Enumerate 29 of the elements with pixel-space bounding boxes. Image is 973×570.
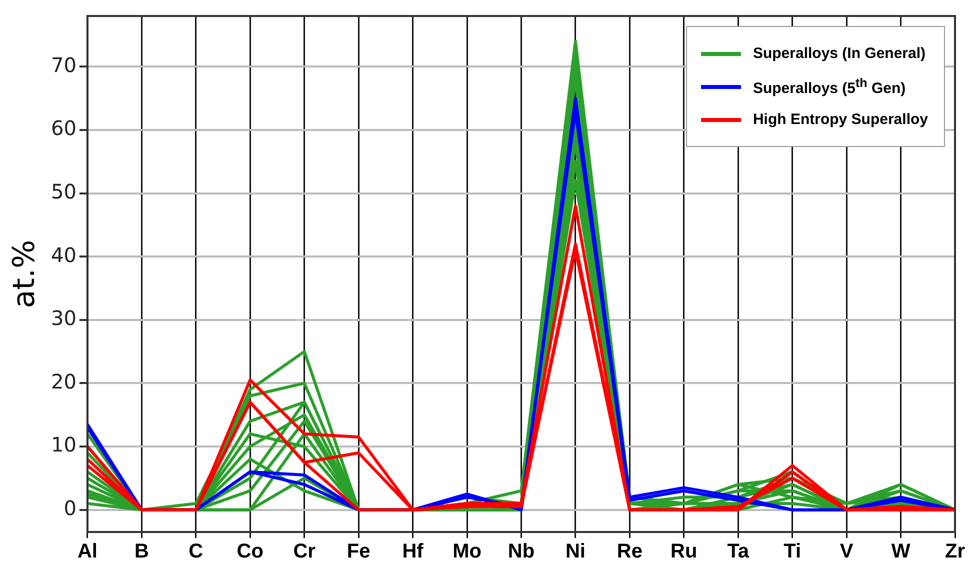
x-tick-label: Mo <box>452 540 482 563</box>
x-tick-label: Ta <box>727 540 750 563</box>
y-tick-label: 60 <box>50 116 76 140</box>
x-tick-label: Nb <box>508 540 535 563</box>
y-tick-label: 0 <box>64 496 76 520</box>
y-tick-label: 50 <box>50 179 76 204</box>
x-tick-label: Re <box>616 540 642 563</box>
y-tick-label: 10 <box>50 432 76 457</box>
y-axis-title: at.% <box>6 240 42 308</box>
x-tick-label: Ni <box>565 540 586 563</box>
y-tick-label: 20 <box>50 369 76 394</box>
legend-label: High Entropy Superalloy <box>752 111 928 128</box>
x-tick-label: W <box>891 540 910 563</box>
x-tick-label: V <box>840 540 854 563</box>
x-tick-label: B <box>134 540 149 563</box>
x-tick-label: Ti <box>784 540 802 563</box>
y-tick-label: 30 <box>50 306 76 330</box>
x-tick-label: Ru <box>670 540 698 563</box>
y-tick-label: 70 <box>50 52 76 77</box>
x-tick-label: Hf <box>402 540 424 563</box>
x-tick-label: Al <box>77 540 98 563</box>
x-tick-label: Cr <box>293 540 316 563</box>
y-tick-label: 40 <box>50 242 76 267</box>
x-tick-label: Co <box>236 540 264 563</box>
legend-label: Superalloys (In General) <box>752 45 926 62</box>
x-tick-label: Fe <box>346 540 370 563</box>
x-tick-label: Zr <box>945 540 966 563</box>
legend-label: Superalloys (5$^{th}$ Gen) <box>752 76 906 97</box>
x-tick-label: C <box>188 540 204 563</box>
